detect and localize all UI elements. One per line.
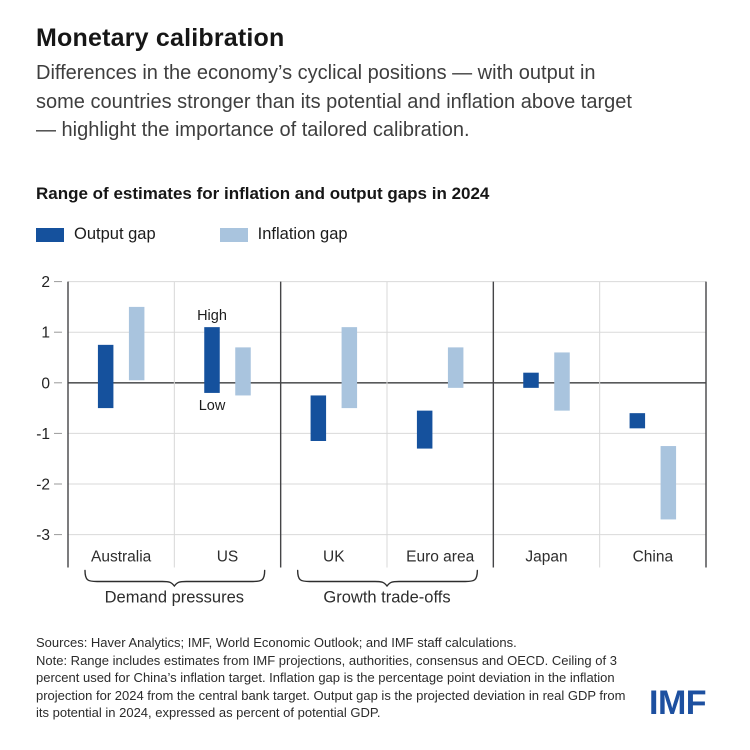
methodology-note: Note: Range includes estimates from IMF … — [36, 652, 626, 721]
bar-output-gap-japan — [523, 372, 539, 388]
bracket-demand-pressures — [84, 569, 266, 588]
range-bar-chart: 2 1 0 -1 -2 -3 High Low Australia US UK Euro area Ja… — [36, 274, 707, 607]
category-label-us: US — [217, 549, 239, 566]
group-label-growth-trade-offs: Growth trade-offs — [323, 589, 450, 607]
page-subtitle: Differences in the economy’s cyclical po… — [36, 62, 632, 141]
category-label-uk: UK — [323, 549, 345, 566]
inflation-gap-swatch-icon — [219, 227, 248, 242]
group-label-demand-pressures: Demand pressures — [105, 589, 244, 607]
category-label-australia: Australia — [91, 549, 152, 566]
bar-inflation-gap-uk — [341, 327, 358, 409]
legend-item-output-gap: Output gap — [36, 225, 156, 244]
y-tick-label: 1 — [41, 325, 50, 342]
bar-output-gap-uk — [310, 395, 327, 441]
bar-output-gap-euro-area — [416, 410, 433, 449]
legend-item-inflation-gap: Inflation gap — [219, 225, 348, 244]
category-label-euro-area: Euro area — [406, 549, 474, 566]
bar-inflation-gap-japan — [554, 352, 570, 411]
bar-output-gap-australia — [97, 344, 114, 409]
chart-title: Range of estimates for inflation and out… — [36, 184, 490, 203]
bar-output-gap-us — [204, 327, 220, 393]
chart-legend: Output gap Inflation gap — [36, 225, 348, 244]
footer-notes: Sources: Haver Analytics; IMF, World Eco… — [36, 634, 636, 722]
category-label-japan: Japan — [525, 549, 567, 566]
bar-output-gap-china — [629, 413, 646, 429]
y-tick-label: -3 — [36, 527, 50, 544]
y-tick-label: 0 — [41, 375, 50, 392]
legend-label-output-gap: Output gap — [74, 225, 156, 243]
y-tick-label: 2 — [41, 274, 50, 291]
bar-inflation-gap-us — [235, 347, 251, 396]
y-tick-label: -2 — [36, 477, 50, 494]
bar-inflation-gap-euro-area — [447, 347, 464, 388]
category-label-china: China — [633, 549, 674, 566]
imf-logo: IMF — [649, 684, 707, 722]
output-gap-swatch-icon — [36, 227, 64, 242]
high-annotation: High — [197, 308, 227, 324]
bracket-growth-trade-offs — [296, 569, 479, 588]
y-tick-label: -1 — [36, 426, 50, 443]
sources-note: Sources: Haver Analytics; IMF, World Eco… — [36, 635, 517, 650]
low-annotation: Low — [199, 398, 226, 414]
bar-inflation-gap-australia — [128, 306, 145, 381]
legend-label-inflation-gap: Inflation gap — [257, 225, 348, 243]
page-title: Monetary calibration — [36, 24, 285, 52]
bar-inflation-gap-china — [660, 446, 677, 520]
